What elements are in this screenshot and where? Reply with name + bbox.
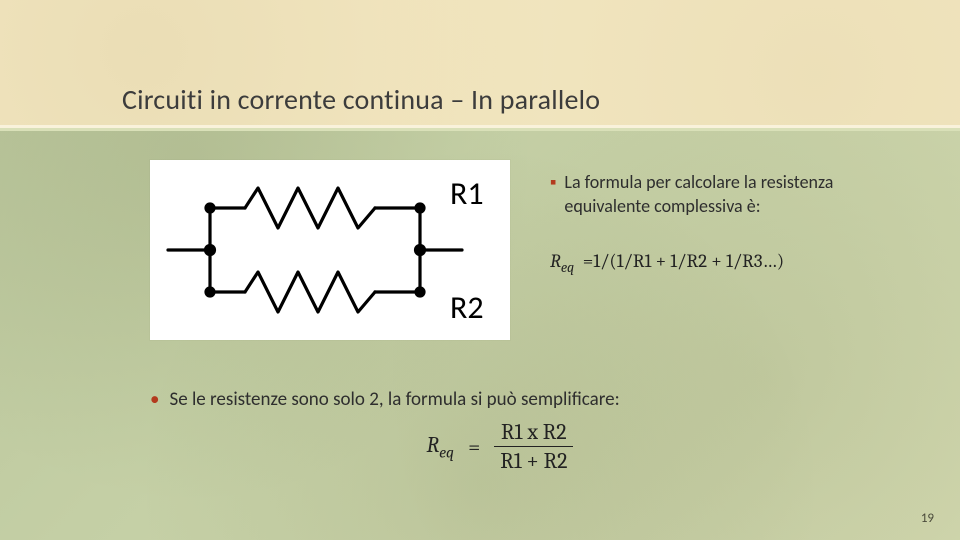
intro-line-1: La formula per calcolare la resistenza: [564, 170, 833, 194]
fraction: R1 x R2 R1 + R2: [494, 420, 573, 473]
circuit-svg: R1 R2: [150, 160, 510, 340]
formula-two-resistors: Req = R1 x R2 R1 + R2: [300, 420, 700, 473]
req2-symbol: R: [427, 432, 440, 458]
req-sub: eq: [561, 259, 574, 276]
formula-general: Req =1/(1/R1 + 1/R2 + 1/R3…): [550, 250, 930, 276]
simplify-text: Se le resistenze sono solo 2, la formula…: [169, 388, 619, 411]
simplify-bullet: • Se le resistenze sono solo 2, la formu…: [150, 388, 910, 411]
resistor-r2-label: R2: [450, 288, 484, 327]
formula-general-rhs: =1/(1/R1 + 1/R2 + 1/R3…): [583, 250, 784, 272]
fraction-numerator: R1 x R2: [495, 420, 573, 446]
fraction-denominator: R1 + R2: [494, 446, 573, 473]
intro-line-2: equivalente complessiva è:: [564, 194, 833, 218]
resistor-r1-label: R1: [450, 174, 484, 213]
intro-text: ▪ La formula per calcolare la resistenza…: [550, 170, 920, 219]
req2-sub: eq: [439, 443, 454, 461]
circuit-diagram: R1 R2: [150, 160, 510, 340]
page-title: Circuiti in corrente continua – In paral…: [122, 82, 600, 117]
bullet-icon: ▪: [550, 170, 556, 219]
bullet-icon: •: [150, 388, 159, 411]
page-number: 19: [921, 511, 934, 526]
equals-sign: =: [468, 434, 480, 460]
slide: Circuiti in corrente continua – In paral…: [0, 0, 960, 540]
req-symbol: R: [550, 250, 561, 272]
